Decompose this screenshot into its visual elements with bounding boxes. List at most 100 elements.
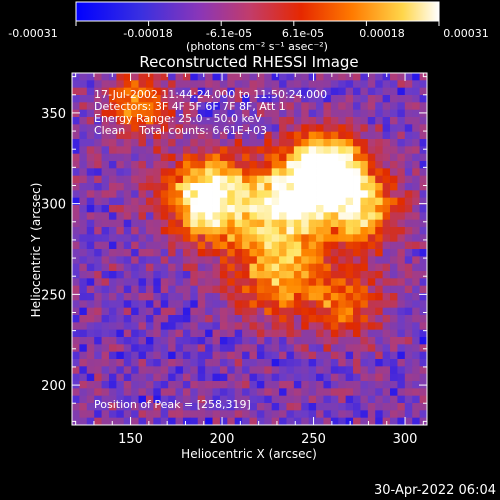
heatmap-cell (301, 388, 310, 397)
heatmap-cell (94, 329, 102, 338)
heatmap-cell (138, 131, 147, 140)
heatmap-cell (249, 278, 258, 287)
heatmap-cell (249, 293, 258, 301)
heatmap-cell (212, 410, 221, 419)
heatmap-cell (338, 73, 347, 81)
heatmap-cell (168, 117, 176, 125)
heatmap-cell (412, 117, 421, 125)
heatmap-cell (301, 175, 310, 184)
heatmap-cell (205, 410, 213, 419)
heatmap-cell (219, 190, 228, 199)
heatmap-cell (168, 249, 176, 257)
heatmap-cell (160, 95, 169, 103)
heatmap-cell (271, 307, 280, 316)
heatmap-cell (101, 344, 110, 353)
heatmap-cell (345, 410, 354, 419)
heatmap-cell (86, 153, 95, 162)
heatmap-cell (160, 117, 169, 125)
heatmap-cell (197, 109, 206, 118)
heatmap-cell (256, 249, 265, 257)
heatmap-cell (212, 183, 221, 191)
heatmap-cell (338, 373, 347, 382)
heatmap-cell (382, 307, 391, 316)
heatmap-cell (131, 285, 139, 294)
heatmap-cell (168, 190, 176, 199)
heatmap-cell (168, 227, 176, 235)
heatmap-cell (79, 337, 88, 345)
heatmap-cell (205, 249, 213, 257)
heatmap-cell (412, 87, 421, 96)
heatmap-cell (330, 307, 339, 316)
heatmap-cell (308, 381, 317, 389)
heatmap-cell (190, 395, 199, 404)
heatmap-cell (175, 95, 184, 103)
heatmap-cell (330, 95, 339, 103)
heatmap-cell (182, 175, 191, 184)
heatmap-cell (412, 381, 421, 389)
heatmap-cell (138, 124, 147, 133)
heatmap-cell (182, 256, 191, 265)
heatmap-cell (301, 205, 310, 213)
heatmap-cell (131, 153, 139, 162)
heatmap-cell (338, 359, 347, 367)
heatmap-cell (160, 315, 169, 323)
heatmap-cell (219, 95, 228, 103)
heatmap-cell (256, 153, 265, 162)
heatmap-cell (382, 197, 391, 206)
heatmap-cell (419, 219, 428, 228)
heatmap-cell (390, 263, 398, 272)
heatmap-cell (338, 124, 347, 133)
heatmap-cell (308, 373, 317, 382)
heatmap-cell (382, 153, 391, 162)
heatmap-cell (330, 366, 339, 375)
heatmap-cell (367, 205, 376, 213)
heatmap-cell (219, 87, 228, 96)
heatmap-cell (286, 197, 295, 206)
heatmap-cell (264, 410, 273, 419)
heatmap-cell (412, 153, 421, 162)
heatmap-cell (182, 322, 191, 331)
heatmap-cell (404, 131, 413, 140)
heatmap-cell (138, 161, 147, 169)
heatmap-cell (271, 351, 280, 360)
heatmap-cell (271, 395, 280, 404)
heatmap-cell (242, 373, 250, 382)
colorbar (75, 1, 440, 22)
heatmap-cell (94, 87, 102, 96)
heatmap-cell (108, 241, 117, 250)
heatmap-cell (160, 381, 169, 389)
heatmap-cell (123, 175, 132, 184)
heatmap-cell (108, 80, 117, 89)
heatmap-cell (197, 124, 206, 133)
heatmap-cell (145, 117, 154, 125)
heatmap-cell (123, 366, 132, 375)
heatmap-cell (367, 329, 376, 338)
heatmap-cell (345, 417, 354, 426)
heatmap-cell (390, 95, 398, 103)
heatmap-cell (145, 80, 154, 89)
heatmap-cell (293, 175, 302, 184)
heatmap-cell (145, 227, 154, 235)
heatmap-cell (205, 315, 213, 323)
heatmap-cell (345, 344, 354, 353)
heatmap-cell (197, 227, 206, 235)
heatmap-cell (242, 263, 250, 272)
heatmap-cell (205, 263, 213, 272)
heatmap-cell (79, 300, 88, 309)
heatmap-cell (301, 87, 310, 96)
heatmap-cell (101, 322, 110, 331)
heatmap-cell (219, 337, 228, 345)
heatmap-cell (227, 168, 236, 177)
heatmap-cell (353, 381, 361, 389)
heatmap-cell (353, 168, 361, 177)
heatmap-cell (271, 241, 280, 250)
heatmap-cell (404, 300, 413, 309)
heatmap-cell (390, 381, 398, 389)
heatmap-cell (397, 117, 406, 125)
heatmap-cell (256, 359, 265, 367)
heatmap-cell (175, 227, 184, 235)
heatmap-cell (227, 271, 236, 279)
heatmap-cell (197, 285, 206, 294)
heatmap-cell (197, 139, 206, 147)
heatmap-cell (419, 146, 428, 155)
